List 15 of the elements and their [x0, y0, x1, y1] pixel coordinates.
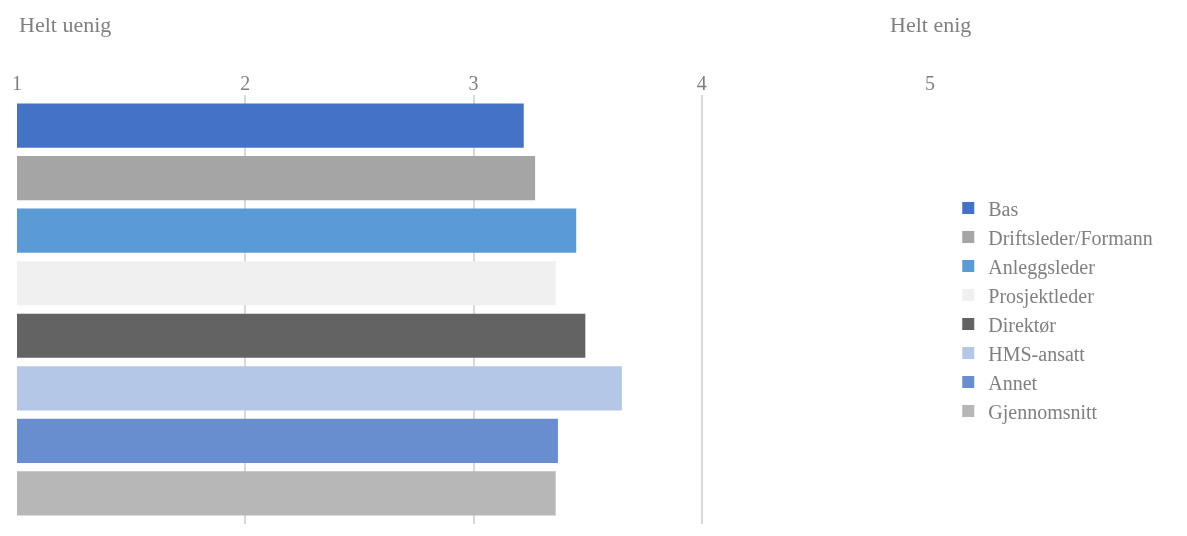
x-tick-label: 4	[696, 72, 707, 94]
legend-label: Driftsleder/Formann	[988, 226, 1153, 249]
legend-label: Bas	[988, 197, 1019, 220]
text: Helt uenig	[19, 12, 112, 37]
text: Helt enig	[890, 12, 972, 37]
x-tick-label: 2	[240, 72, 251, 94]
legend-label: Annet	[988, 371, 1038, 394]
x-tick-label: 3	[468, 72, 479, 94]
legend-label: Gjennomsnitt	[988, 400, 1098, 424]
legend-label: Direktør	[988, 313, 1057, 336]
legend-label: HMS-ansatt	[988, 342, 1086, 365]
legend-label: Anleggsleder	[988, 255, 1096, 279]
legend-label: Prosjektleder	[988, 284, 1095, 308]
x-tick-label: 5	[925, 72, 935, 94]
x-tick-label: 1	[12, 72, 22, 94]
